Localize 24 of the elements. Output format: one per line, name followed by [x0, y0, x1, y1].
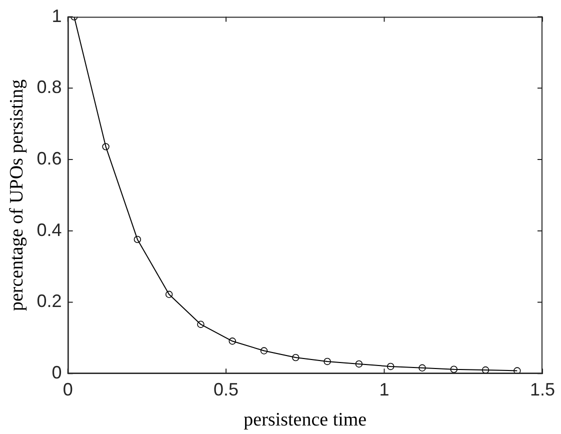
point: [197, 320, 204, 328]
point: [260, 347, 268, 354]
y-tick-label: 0.2: [36, 291, 62, 312]
y-axis-title: percentage of UPOs persisting: [6, 78, 28, 312]
point: [102, 143, 110, 150]
x-tick-label: 1: [379, 379, 390, 400]
x-axis-title: persistence time: [244, 410, 367, 431]
point: [134, 236, 142, 244]
y-tick-label: 0.6: [36, 148, 62, 168]
point: [292, 354, 300, 362]
point: [482, 366, 490, 374]
point: [355, 360, 363, 368]
x-tick-label: 1.5: [530, 379, 556, 400]
x-tick-label: 0.5: [214, 379, 239, 400]
point: [418, 364, 426, 372]
point: [324, 358, 331, 366]
point: [165, 290, 173, 298]
y-tick-label: 0.8: [36, 77, 62, 98]
y-tick-label: 0: [52, 362, 62, 383]
point: [450, 366, 458, 373]
y-tick-label: 1: [52, 6, 62, 26]
point: [386, 362, 394, 370]
point: [228, 338, 236, 345]
y-tick-label: 0.4: [36, 220, 62, 240]
